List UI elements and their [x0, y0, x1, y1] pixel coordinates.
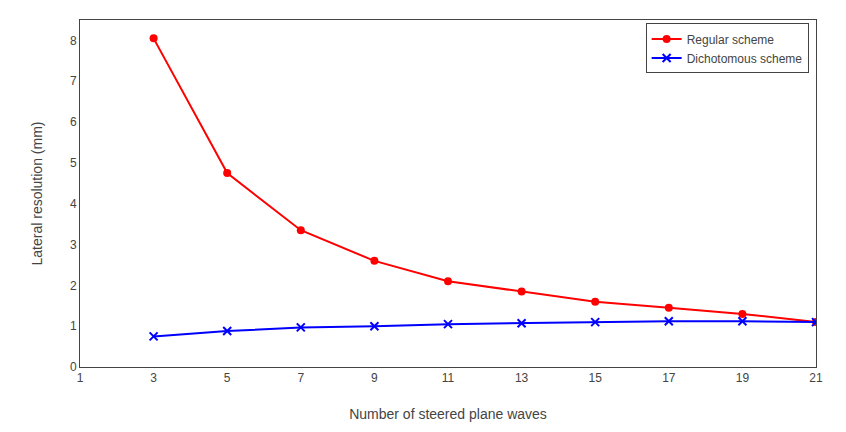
svg-text:1: 1 [70, 319, 77, 333]
svg-text:11: 11 [442, 371, 455, 385]
svg-text:Number of steered plane waves: Number of steered plane waves [349, 406, 547, 422]
svg-text:Lateral resolution (mm): Lateral resolution (mm) [29, 122, 45, 266]
svg-text:7: 7 [70, 74, 77, 88]
svg-text:Regular scheme: Regular scheme [687, 33, 775, 47]
svg-text:13: 13 [515, 371, 529, 385]
svg-text:19: 19 [736, 371, 750, 385]
svg-text:6: 6 [70, 115, 77, 129]
svg-text:8: 8 [70, 34, 77, 48]
svg-text:Dichotomous scheme: Dichotomous scheme [687, 52, 803, 66]
svg-text:2: 2 [70, 279, 77, 293]
svg-text:15: 15 [589, 371, 603, 385]
svg-text:3: 3 [150, 371, 157, 385]
svg-text:0: 0 [70, 360, 77, 374]
svg-text:9: 9 [371, 371, 378, 385]
svg-text:1: 1 [77, 371, 84, 385]
svg-text:5: 5 [70, 156, 77, 170]
svg-text:21: 21 [809, 371, 823, 385]
svg-text:17: 17 [662, 371, 676, 385]
svg-text:5: 5 [224, 371, 231, 385]
svg-text:7: 7 [297, 371, 304, 385]
svg-text:4: 4 [70, 197, 77, 211]
svg-text:3: 3 [70, 238, 77, 252]
